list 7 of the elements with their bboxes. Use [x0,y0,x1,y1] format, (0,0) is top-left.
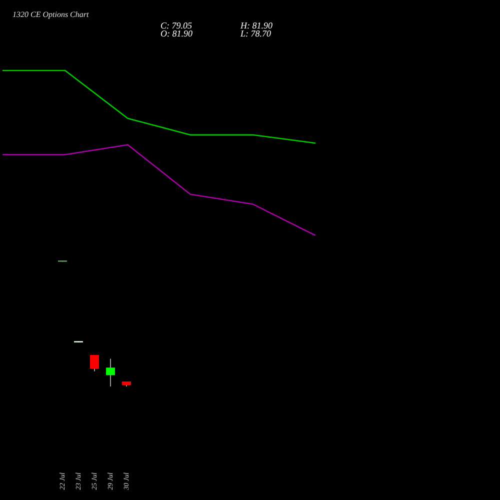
chart-title: 1320 CE Options Chart [12,10,90,19]
text: C: 79.05 [160,20,192,30]
text: L: 78.70 [240,28,272,38]
text: O: 81.90 [160,28,193,38]
candlestick [106,358,115,386]
text: H: 81.90 [240,20,273,30]
candlestick [90,354,99,372]
